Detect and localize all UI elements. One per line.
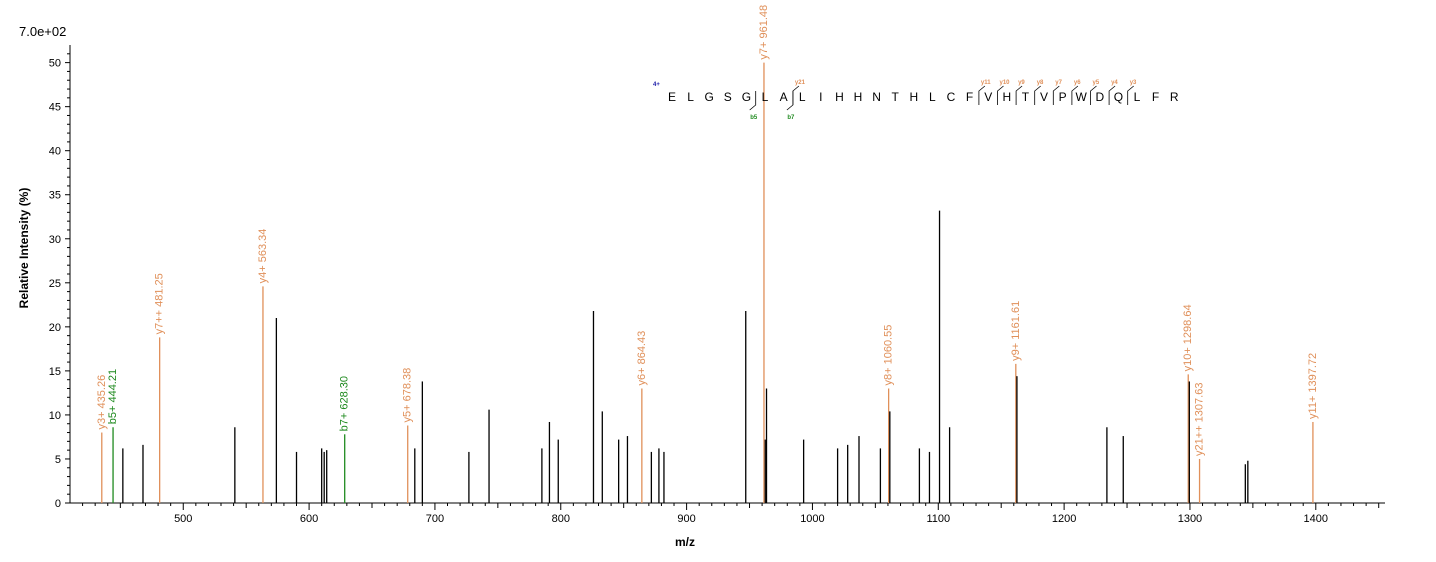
y-fragment-label: y10: [1000, 80, 1011, 86]
sequence-residue: G: [705, 90, 714, 104]
sequence-residue: N: [872, 90, 881, 104]
y-fragment-label: y11: [981, 80, 991, 86]
sequence-residue: G: [742, 90, 751, 104]
x-tick-label: 700: [426, 513, 444, 525]
peak-annotation: y8+ 1060.55: [883, 325, 895, 386]
y-fragment-label: y6: [1074, 80, 1081, 86]
y-fragment-label: y3: [1130, 80, 1137, 86]
sequence-residue: V: [1040, 90, 1048, 104]
sequence-residue: H: [854, 90, 863, 104]
peak-annotation: y6+ 864.43: [636, 331, 648, 386]
y-tick-label: 30: [49, 234, 61, 246]
x-tick-label: 1300: [1178, 513, 1202, 525]
sequence-residue: R: [1170, 90, 1179, 104]
x-tick-label: 500: [174, 513, 192, 525]
peak-annotation: y9+ 1161.61: [1010, 301, 1022, 361]
sequence-residue: I: [819, 90, 822, 104]
peak-annotation: y21++ 1307.63: [1194, 383, 1206, 456]
peak-annotation: y4+ 563.34: [257, 229, 269, 284]
y-tick-label: 20: [49, 322, 61, 334]
sequence-residue: L: [929, 90, 936, 104]
y-fragment-label: y21: [795, 80, 806, 86]
sequence-residue: Q: [1114, 90, 1123, 104]
x-tick-label: 1200: [1052, 513, 1076, 525]
sequence-residue: W: [1076, 90, 1088, 104]
y-tick-label: 0: [55, 498, 61, 510]
y-tick-label: 10: [49, 410, 61, 422]
sequence-residue: T: [1022, 90, 1030, 104]
peak-annotation: y10+ 1298.64: [1182, 304, 1194, 371]
sequence-residue: S: [724, 90, 732, 104]
y-fragment-marker: [1108, 85, 1116, 105]
precursor-charge: 4+: [653, 82, 660, 88]
sequence-residue: F: [1152, 90, 1159, 104]
y-tick-label: 45: [49, 102, 61, 114]
x-tick-label: 1000: [800, 513, 824, 525]
y-tick-label: 35: [49, 190, 61, 202]
y-fragment-label: y7: [1055, 80, 1062, 86]
y-fragment-marker: [1034, 85, 1041, 105]
y-tick-label: 25: [49, 278, 61, 290]
x-tick-label: 900: [677, 513, 695, 525]
peak-annotation: y7++ 481.25: [154, 273, 166, 334]
y-fragment-marker: [1052, 85, 1060, 105]
sequence-residue: L: [762, 90, 769, 104]
b-fragment-label: b5: [750, 115, 758, 121]
sequence-residue: H: [1002, 90, 1011, 104]
y-axis-title: Relative Intensity (%): [17, 188, 31, 309]
peak-annotation: y5+ 678.38: [402, 368, 414, 423]
b-fragment-marker: [749, 91, 757, 111]
sequence-residue: T: [892, 90, 900, 104]
sequence-residue: L: [799, 90, 806, 104]
y-fragment-marker: [1090, 85, 1097, 105]
y-tick-label: 40: [49, 146, 61, 158]
sequence-residue: C: [947, 90, 956, 104]
y-tick-label: 15: [49, 366, 61, 378]
peak-annotation: b7+ 628.30: [339, 376, 351, 431]
peak-annotation: y7+ 961.48: [758, 5, 770, 60]
y-fragment-marker: [978, 85, 986, 105]
x-tick-label: 600: [300, 513, 318, 525]
x-axis-title: m/z: [675, 535, 695, 549]
sequence-residue: V: [984, 90, 992, 104]
y-tick-label: 50: [49, 58, 61, 70]
y-tick-label: 5: [55, 454, 61, 466]
sequence-residue: A: [780, 90, 788, 104]
x-tick-label: 1100: [926, 513, 950, 525]
sequence-residue: L: [687, 90, 694, 104]
sequence-residue: E: [668, 90, 676, 104]
sequence-residue: L: [1134, 90, 1141, 104]
peak-annotation: y11+ 1397.72: [1307, 353, 1319, 419]
intensity-scale-label: 7.0e+02: [19, 24, 67, 39]
sequence-residue: D: [1095, 90, 1104, 104]
peak-annotation: b5+ 444.21: [107, 369, 119, 424]
y-fragment-marker: [1015, 85, 1023, 105]
y-fragment-marker: [1071, 85, 1079, 105]
y-fragment-marker: [1127, 85, 1134, 105]
b-fragment-marker: [786, 91, 794, 111]
y-fragment-label: y9: [1018, 80, 1025, 86]
y-fragment-label: y5: [1093, 80, 1100, 86]
x-tick-label: 800: [552, 513, 570, 525]
y-fragment-marker: [997, 85, 1004, 105]
peak-annotation: y3+ 435.26: [96, 375, 108, 430]
sequence-residue: P: [1059, 90, 1067, 104]
y-fragment-label: y8: [1037, 80, 1044, 86]
x-tick-label: 1400: [1304, 513, 1328, 525]
y-fragment-label: y4: [1111, 80, 1118, 86]
sequence-residue: H: [909, 90, 918, 104]
sequence-residue: F: [966, 90, 973, 104]
sequence-residue: H: [835, 90, 844, 104]
b-fragment-label: b7: [787, 115, 795, 121]
